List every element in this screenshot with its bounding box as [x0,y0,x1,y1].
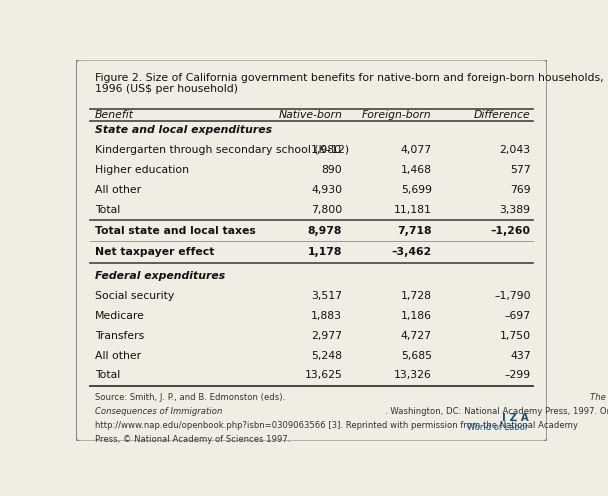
Text: Benefit: Benefit [95,110,134,121]
Text: 4,727: 4,727 [401,331,432,341]
Text: 1,178: 1,178 [308,248,342,257]
Text: Kindergarten through secondary school (K–12): Kindergarten through secondary school (K… [95,145,349,155]
Text: –1,790: –1,790 [494,291,531,301]
Text: http://www.nap.edu/openbook.php?isbn=0309063566 [3]. Reprinted with permission f: http://www.nap.edu/openbook.php?isbn=030… [95,421,578,430]
Text: 3,389: 3,389 [500,205,531,215]
Text: Higher education: Higher education [95,165,189,175]
Text: 7,800: 7,800 [311,205,342,215]
Text: 1,468: 1,468 [401,165,432,175]
Text: The New Americans: Economic, Demographic, and Fiscal: The New Americans: Economic, Demographic… [590,392,608,402]
Text: 769: 769 [510,185,531,195]
Text: Total: Total [95,205,120,215]
Text: 1,750: 1,750 [500,331,531,341]
Text: Total: Total [95,371,120,380]
Text: I Z A: I Z A [502,413,528,423]
Text: Figure 2. Size of California government benefits for native-born and foreign-bor: Figure 2. Size of California government … [95,73,604,94]
FancyBboxPatch shape [76,60,547,441]
Text: Social security: Social security [95,291,174,301]
Text: 13,326: 13,326 [394,371,432,380]
Text: Medicare: Medicare [95,311,145,321]
Text: Native-born: Native-born [278,110,342,121]
Text: 1,883: 1,883 [311,311,342,321]
Text: –1,260: –1,260 [491,226,531,236]
Text: 577: 577 [510,165,531,175]
Text: 13,625: 13,625 [305,371,342,380]
Text: . Washington, DC: National Academy Press, 1997. Online at:: . Washington, DC: National Academy Press… [385,407,608,416]
Text: Total state and local taxes: Total state and local taxes [95,226,255,236]
Text: 890: 890 [322,165,342,175]
Text: Difference: Difference [474,110,531,121]
Text: 11,181: 11,181 [394,205,432,215]
Text: –299: –299 [505,371,531,380]
Text: 1,980: 1,980 [311,145,342,155]
Text: 2,977: 2,977 [311,331,342,341]
Text: State and local expenditures: State and local expenditures [95,125,272,135]
Text: 3,517: 3,517 [311,291,342,301]
Text: Net taxpayer effect: Net taxpayer effect [95,248,214,257]
Text: Source: Smith, J. P., and B. Edmonston (eds).: Source: Smith, J. P., and B. Edmonston (… [95,392,288,402]
Text: 7,718: 7,718 [397,226,432,236]
Text: All other: All other [95,185,141,195]
Text: Federal expenditures: Federal expenditures [95,271,225,281]
Text: 8,978: 8,978 [308,226,342,236]
Text: 4,930: 4,930 [311,185,342,195]
Text: Press, © National Academy of Sciences 1997.: Press, © National Academy of Sciences 19… [95,435,290,444]
Text: 5,699: 5,699 [401,185,432,195]
Text: Transfers: Transfers [95,331,144,341]
Text: 437: 437 [510,351,531,361]
Text: Consequences of Immigration: Consequences of Immigration [95,407,222,416]
Text: All other: All other [95,351,141,361]
Text: 5,248: 5,248 [311,351,342,361]
Text: Foreign-born: Foreign-born [362,110,432,121]
Text: –3,462: –3,462 [392,248,432,257]
Text: 5,685: 5,685 [401,351,432,361]
Text: 1,728: 1,728 [401,291,432,301]
Text: World of Labor: World of Labor [467,423,528,432]
Text: 1,186: 1,186 [401,311,432,321]
Text: 4,077: 4,077 [401,145,432,155]
Text: 2,043: 2,043 [500,145,531,155]
Text: –697: –697 [505,311,531,321]
